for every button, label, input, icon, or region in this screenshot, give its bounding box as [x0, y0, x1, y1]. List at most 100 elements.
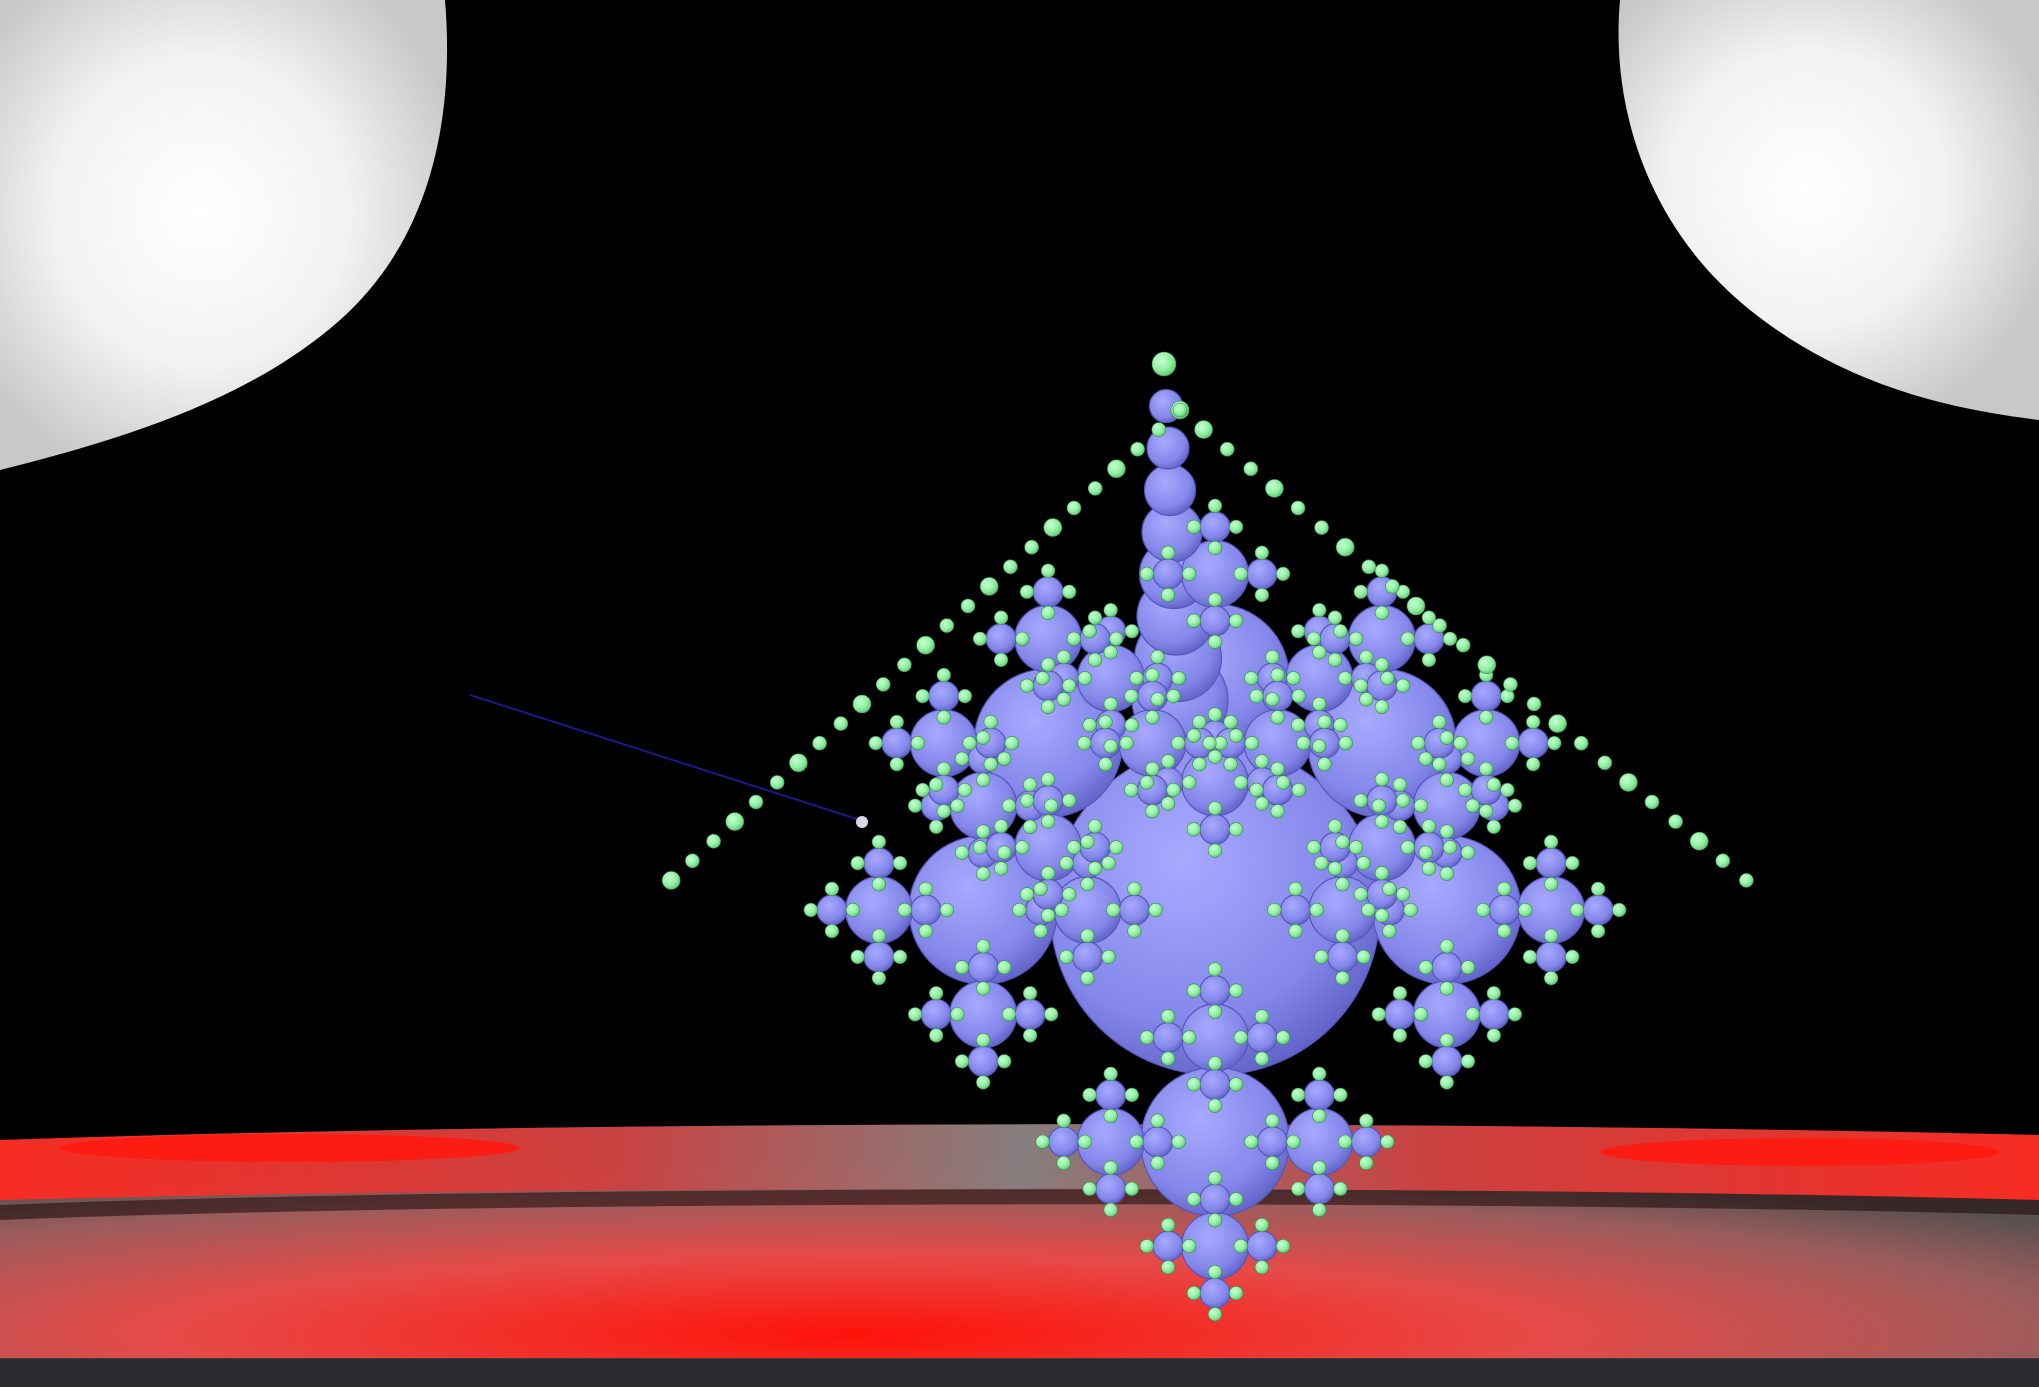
sphereflake-fractal[interactable]	[661, 351, 1754, 1322]
fractal-sphere-small	[1455, 637, 1471, 653]
fractal-sphere-small	[1333, 1181, 1348, 1196]
fractal-sphere-small	[1186, 519, 1201, 535]
fractal-sphere-small	[1374, 657, 1389, 672]
scene-canvas[interactable]	[0, 0, 2039, 1358]
fractal-sphere-small	[1359, 649, 1374, 665]
fractal-sphere-small	[976, 824, 991, 839]
fractal-sphere-small	[1291, 1087, 1306, 1102]
fractal-sphere-small	[868, 735, 883, 751]
fractal-sphere-small	[1312, 1066, 1327, 1081]
fractal-sphere-large	[1141, 1126, 1174, 1158]
fractal-sphere-small	[1022, 777, 1038, 792]
fractal-sphere-small	[1275, 1238, 1291, 1254]
fractal-sphere-small	[1186, 1077, 1201, 1092]
fractal-sphere-small	[1270, 804, 1285, 819]
fractal-sphere-small	[1254, 1260, 1269, 1275]
fractal-sphere-small	[1035, 1134, 1050, 1149]
fractal-sphere-small	[1442, 631, 1458, 646]
fractal-sphere-small	[1207, 749, 1223, 764]
fractal-sphere-small	[1207, 540, 1223, 556]
fractal-sphere-small	[1543, 877, 1559, 892]
fractal-sphere-large	[1246, 558, 1278, 590]
fractal-sphere-small	[1186, 728, 1201, 743]
fractal-sphere-small	[1439, 730, 1454, 745]
fractal-sphere-small	[1291, 1181, 1306, 1196]
fractal-sphere-large	[1152, 1021, 1184, 1054]
fractal-sphere-large	[881, 727, 913, 759]
fractal-sphere-small	[950, 1007, 965, 1022]
fractal-sphere-small	[1353, 793, 1368, 808]
fractal-sphere-small	[1312, 645, 1327, 660]
fractal-sphere-large	[1014, 998, 1046, 1030]
fractal-sphere-small	[1139, 1238, 1154, 1254]
fractal-sphere-small	[1171, 735, 1186, 751]
fractal-sphere-large	[1303, 1079, 1335, 1111]
fractal-sphere-small	[1024, 539, 1039, 555]
fractal-sphere-small	[1082, 1181, 1097, 1196]
fractal-sphere-small	[1107, 459, 1126, 479]
fractal-sphere-small	[1265, 649, 1280, 665]
fractal-sphere-small	[1077, 1134, 1092, 1149]
fractal-sphere-small	[1044, 1007, 1059, 1022]
fractal-sphere-small	[1507, 798, 1522, 813]
fractal-sphere-small	[1040, 699, 1056, 714]
fractal-sphere-small	[1432, 618, 1447, 633]
fractal-sphere-small	[954, 1054, 970, 1069]
fractal-sphere-small	[1275, 775, 1291, 790]
fractal-sphere-small	[1124, 782, 1139, 798]
fractal-sphere-small	[1080, 970, 1095, 986]
fractal-sphere-small	[1382, 923, 1397, 939]
fractal-sphere-small	[1077, 671, 1092, 686]
fractal-sphere-small	[1333, 1087, 1348, 1102]
fractal-sphere-small	[993, 652, 1009, 668]
fractal-sphere-large	[1118, 894, 1151, 926]
fractal-sphere-small	[1337, 1134, 1353, 1149]
fractal-sphere-large	[1032, 576, 1064, 608]
fractal-sphere-small	[1442, 840, 1458, 855]
fractal-sphere-small	[1182, 1238, 1197, 1254]
fractal-sphere-small	[1062, 584, 1077, 599]
fractal-sphere-small	[1194, 420, 1213, 439]
fractal-sphere-small	[1244, 671, 1259, 686]
fractal-sphere-small	[1432, 757, 1447, 772]
fractal-sphere-small	[1413, 1007, 1429, 1022]
fractal-sphere-small	[748, 794, 764, 810]
fractal-sphere-small	[915, 782, 930, 798]
fractal-sphere-small	[1460, 751, 1476, 766]
fractal-sphere-small	[1254, 1217, 1269, 1233]
fractal-sphere-small	[1087, 819, 1103, 834]
fractal-sphere-small	[1395, 887, 1411, 902]
fractal-sphere-large	[1143, 463, 1197, 517]
fractal-sphere-small	[929, 1028, 944, 1043]
fractal-sphere-small	[1019, 678, 1035, 693]
fractal-sphere-small	[1129, 671, 1144, 686]
fractal-sphere-small	[1129, 1134, 1144, 1149]
fractal-sphere-small	[1314, 949, 1329, 965]
fractal-sphere-small	[1249, 688, 1264, 704]
fractal-sphere-small	[1040, 563, 1056, 578]
3d-viewport[interactable]	[0, 0, 2039, 1358]
floor-plane	[0, 1124, 2039, 1358]
fractal-sphere-small	[1739, 873, 1754, 888]
fractal-sphere-small	[1056, 1113, 1071, 1128]
fractal-sphere-small	[1059, 855, 1074, 871]
fractal-sphere-small	[1475, 902, 1491, 918]
fractal-sphere-small	[983, 714, 998, 730]
fractal-sphere-small	[1439, 939, 1454, 954]
fractal-sphere-small	[892, 855, 908, 871]
fractal-sphere-small	[852, 694, 872, 714]
fractal-sphere-small	[1500, 782, 1515, 798]
fractal-sphere-small	[1479, 761, 1494, 777]
fractal-sphere-small	[1526, 757, 1541, 772]
fractal-sphere-small	[1418, 845, 1433, 860]
fractal-sphere-small	[1432, 714, 1447, 730]
fractal-sphere-small	[936, 804, 951, 819]
fractal-sphere-small	[979, 577, 999, 596]
fractal-sphere-small	[1406, 596, 1426, 616]
fractal-sphere-small	[1186, 1192, 1201, 1207]
fractal-sphere-small	[1040, 657, 1056, 672]
fractal-sphere-small	[1270, 710, 1285, 725]
fractal-sphere-small	[1439, 824, 1454, 839]
fractal-sphere-small	[1267, 902, 1282, 918]
fractal-sphere-small	[1109, 631, 1124, 646]
